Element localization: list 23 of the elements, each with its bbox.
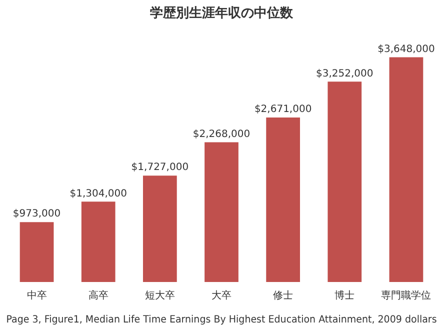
text: Page 3, Figure1, Median Life Time Earnings By Highest Education Attainment, 2009 dollars (6, 314, 437, 326)
bar (20, 222, 54, 282)
bar (389, 57, 424, 282)
data-label: $1,304,000 (70, 188, 127, 200)
x-tick-label: 修士 (273, 290, 294, 302)
data-label: $973,000 (12, 208, 61, 220)
bar (204, 142, 238, 282)
chart-title: 学歴別生涯年収の中位数 (150, 6, 294, 22)
x-tick-label: 高卒 (88, 290, 108, 302)
data-label: $3,252,000 (316, 68, 374, 80)
bar (328, 82, 362, 282)
data-label: $2,671,000 (254, 104, 312, 116)
x-tick-label: 短大卒 (144, 290, 175, 302)
x-tick-label: 博士 (334, 290, 355, 302)
x-tick-label: 専門職学位 (381, 290, 432, 302)
data-label: $2,268,000 (192, 128, 250, 140)
x-tick-label: 大卒 (212, 290, 232, 302)
data-label: $3,648,000 (378, 44, 435, 55)
bar (266, 117, 300, 282)
bar (142, 176, 177, 282)
x-tick-label: 中卒 (26, 290, 47, 302)
bar (81, 202, 116, 282)
data-label: $1,727,000 (131, 162, 189, 174)
